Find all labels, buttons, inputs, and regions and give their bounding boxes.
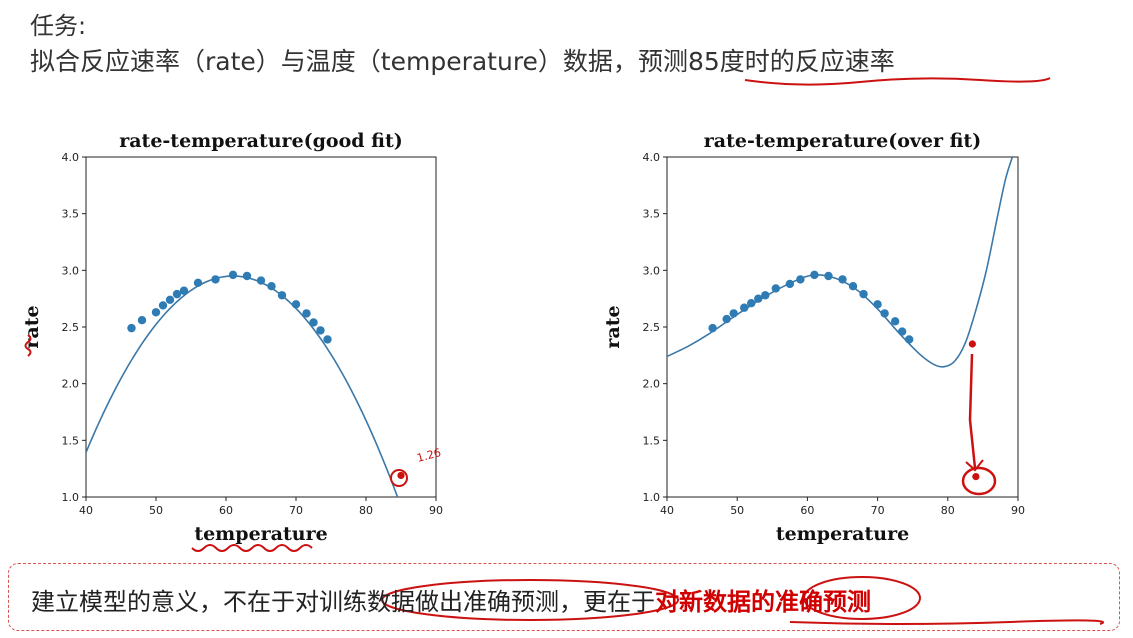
data-point	[754, 294, 763, 303]
x-tick-label: 60	[800, 504, 814, 517]
y-tick-label: 2.0	[643, 378, 661, 391]
y-tick-label: 1.5	[62, 434, 80, 447]
prediction-point	[972, 473, 980, 481]
data-point	[193, 278, 203, 287]
y-axis-label: rate	[21, 305, 43, 348]
y-tick-label: 3.5	[643, 208, 661, 221]
summary-text-emphasis: 对新数据的准确预测	[655, 588, 871, 616]
data-point	[747, 299, 756, 308]
data-point	[242, 271, 252, 281]
task-description: 拟合反应速率（rate）与温度（temperature）数据，预测85度时的反应…	[30, 42, 895, 78]
data-point	[137, 316, 147, 325]
data-point	[172, 289, 182, 299]
chart-title: rate-temperature(good fit)	[119, 130, 403, 152]
data-point	[151, 308, 161, 317]
task-description-goal: 预测85度时的反应速率	[637, 47, 895, 76]
x-tick-label: 70	[871, 504, 885, 517]
summary-text: 建立模型的意义，不在于对训练数据做出准确预测，更在于对新数据的准确预测	[31, 582, 871, 617]
x-tick-label: 90	[429, 504, 443, 517]
charts-area: rate-temperature(good fit) 40 50 60 70 80 90 1.…	[21, 130, 1025, 545]
x-tick-label: 80	[359, 504, 373, 517]
data-point	[708, 323, 717, 333]
data-point	[904, 335, 914, 344]
y-tick-label: 3.0	[62, 264, 80, 277]
data-point	[848, 282, 858, 291]
data-point	[729, 309, 738, 318]
y-tick-label: 3.0	[643, 264, 661, 277]
data-point	[824, 271, 833, 281]
curve-value-point	[968, 340, 976, 348]
summary-text-main: 建立模型的意义，不在于对训练数据做出准确预测，更在于	[31, 588, 655, 616]
task-label: 任务:	[30, 12, 87, 40]
data-point	[890, 317, 900, 326]
data-point	[897, 327, 907, 336]
x-tick-label: 90	[1011, 504, 1025, 517]
data-point	[316, 326, 325, 335]
chart-title: rate-temperature(over fit)	[704, 130, 981, 152]
x-tick-label: 50	[149, 504, 163, 517]
y-tick-label: 4.0	[643, 151, 661, 164]
data-point	[256, 276, 266, 285]
data-point	[267, 282, 276, 291]
data-point	[880, 309, 889, 318]
y-axis-label: rate	[602, 305, 624, 348]
data-point	[302, 309, 311, 318]
y-tick-label: 1.0	[62, 491, 80, 504]
x-tick-label: 40	[660, 504, 674, 517]
x-tick-label: 60	[219, 504, 233, 517]
data-point	[838, 275, 847, 284]
task-description-main: 拟合反应速率（rate）与温度（temperature）数据，	[30, 47, 638, 76]
data-point	[291, 300, 301, 309]
y-tick-label: 4.0	[62, 151, 80, 164]
data-point	[277, 291, 287, 300]
y-tick-label: 2.5	[643, 321, 661, 334]
data-point	[211, 275, 220, 284]
data-point	[228, 270, 238, 280]
data-point	[158, 301, 168, 310]
data-point	[796, 275, 805, 284]
data-point	[165, 295, 175, 304]
x-axis-label: temperature	[776, 523, 909, 545]
prediction-point	[397, 471, 405, 480]
y-tick-label: 2.5	[62, 321, 80, 334]
summary-box: 建立模型的意义，不在于对训练数据做出准确预测，更在于对新数据的准确预测	[8, 563, 1120, 631]
fit-curve	[667, 157, 1014, 368]
x-tick-label: 40	[79, 504, 93, 517]
data-point	[785, 279, 795, 289]
data-point	[179, 286, 189, 295]
underline-goal-scribble	[744, 77, 1051, 86]
x-tick-label: 80	[941, 504, 955, 517]
plot-frame	[85, 156, 437, 498]
x-tick-label: 70	[289, 504, 303, 517]
x-tick-label: 50	[730, 504, 744, 517]
x-axis-label: temperature	[194, 523, 327, 545]
data-point	[873, 300, 882, 309]
y-tick-label: 1.5	[643, 434, 661, 447]
y-tick-label: 2.0	[62, 378, 80, 391]
data-point	[771, 284, 781, 293]
data-point	[761, 291, 770, 300]
data-point	[309, 318, 318, 327]
data-point	[323, 335, 332, 344]
data-point	[859, 289, 868, 299]
data-point	[740, 303, 749, 312]
chart-good-fit: rate-temperature(good fit) 40 50 60 70 80 90 1.…	[21, 130, 443, 545]
data-point	[127, 323, 136, 333]
y-tick-label: 1.0	[643, 491, 661, 504]
y-tick-label: 3.5	[62, 208, 80, 221]
chart-over-fit: rate-temperature(over fit) 40 50 60 70 80 90 1.…	[602, 130, 1025, 545]
data-point	[722, 314, 731, 324]
data-point	[810, 270, 819, 280]
fit-curve	[86, 275, 399, 497]
